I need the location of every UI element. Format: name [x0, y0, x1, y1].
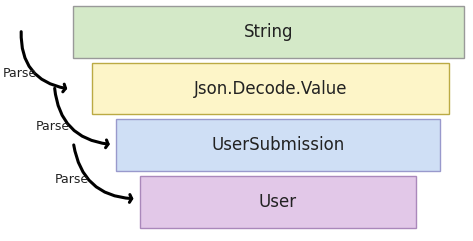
Text: String: String — [244, 23, 293, 41]
Text: Json.Decode.Value: Json.Decode.Value — [194, 80, 348, 98]
Text: User: User — [259, 193, 297, 211]
FancyBboxPatch shape — [73, 6, 464, 58]
Text: UserSubmission: UserSubmission — [211, 136, 344, 154]
Text: Parse: Parse — [35, 120, 70, 133]
FancyBboxPatch shape — [116, 119, 440, 171]
FancyBboxPatch shape — [92, 63, 449, 114]
Text: Parse: Parse — [2, 67, 36, 80]
FancyBboxPatch shape — [140, 176, 416, 228]
Text: Parse: Parse — [54, 173, 88, 186]
